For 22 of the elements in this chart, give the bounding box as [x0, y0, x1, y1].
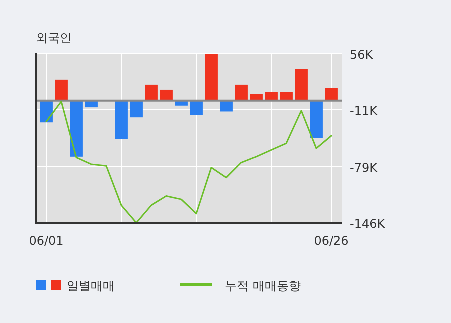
bar [70, 100, 83, 157]
line-series [46, 100, 332, 224]
bar [145, 84, 158, 101]
bar [295, 69, 308, 101]
x-tick-label: 06/26 [314, 234, 349, 248]
bar [115, 100, 128, 140]
y-tick-label: -79K [350, 160, 379, 175]
bar [325, 88, 338, 101]
bar [310, 100, 323, 138]
bar [160, 90, 173, 101]
y-tick-label: -11K [350, 104, 379, 118]
chart-title: 외국인 [36, 31, 72, 45]
bar [205, 54, 218, 101]
legend-label: 누적 매매동향 [225, 279, 301, 293]
bar [55, 80, 68, 101]
y-tick-label: -146K [350, 217, 386, 231]
x-tick-label: 06/01 [29, 234, 64, 248]
bar [190, 100, 203, 116]
y-tick-label: 56K [350, 48, 374, 62]
legend-label: 일별매매 [67, 279, 115, 293]
bar [130, 100, 143, 118]
bar [235, 84, 248, 101]
